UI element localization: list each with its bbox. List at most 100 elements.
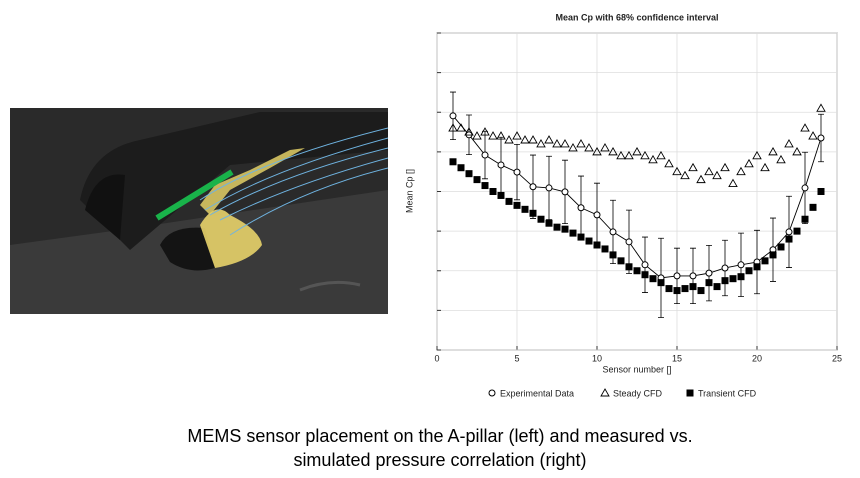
point: [686, 389, 694, 397]
point: [488, 389, 496, 397]
point: [760, 162, 770, 172]
point: [568, 143, 578, 152]
point: [745, 267, 753, 275]
point: [600, 388, 610, 397]
legend-item: Experimental Data: [488, 388, 574, 398]
point: [513, 201, 521, 209]
point: [768, 146, 778, 156]
point: [792, 146, 802, 156]
point: [737, 261, 745, 269]
point: [625, 263, 633, 271]
point: [544, 135, 554, 144]
caption: MEMS sensor placement on the A-pillar (l…: [187, 426, 692, 470]
point: [592, 146, 602, 156]
point: [552, 139, 562, 148]
x-tick-label: 25: [832, 353, 842, 363]
door-handle: [299, 280, 361, 292]
legend-label: Steady CFD: [613, 388, 663, 398]
point: [649, 275, 657, 283]
point: [737, 273, 745, 281]
point: [617, 257, 625, 265]
point: [608, 146, 618, 156]
point: [561, 225, 569, 233]
legend-label: Experimental Data: [500, 388, 574, 398]
point: [688, 162, 698, 172]
point: [793, 227, 801, 235]
point: [697, 287, 705, 295]
point: [449, 158, 457, 166]
point: [721, 277, 729, 285]
point: [800, 123, 810, 132]
point: [801, 184, 809, 192]
point: [689, 272, 697, 280]
point: [632, 146, 642, 156]
point: [729, 275, 737, 283]
point: [457, 164, 465, 172]
point: [529, 209, 537, 217]
point: [609, 228, 617, 236]
point: [585, 237, 593, 245]
point: [673, 272, 681, 280]
legend-item: Transient CFD: [686, 388, 757, 398]
point: [560, 139, 570, 148]
point: [505, 197, 513, 205]
point: [641, 271, 649, 279]
x-tick-label: 15: [672, 353, 682, 363]
flow-region: [200, 209, 262, 268]
point: [513, 168, 521, 176]
point: [640, 150, 650, 160]
caption-line: simulated pressure correlation (right): [293, 450, 586, 470]
chart-title: Mean Cp with 68% confidence interval: [555, 12, 718, 22]
y-axis-label: Mean Cp []: [404, 169, 414, 213]
point: [680, 170, 690, 180]
point: [601, 245, 609, 253]
point: [600, 143, 610, 152]
point: [744, 158, 754, 168]
point: [545, 219, 553, 227]
point: [624, 150, 634, 160]
point: [481, 182, 489, 190]
point: [817, 134, 825, 142]
point: [520, 135, 530, 144]
point: [456, 123, 466, 132]
point: [696, 174, 706, 184]
point: [561, 188, 569, 196]
point: [577, 204, 585, 212]
point: [488, 131, 498, 140]
point: [553, 223, 561, 231]
point: [504, 135, 514, 144]
point: [481, 151, 489, 159]
x-tick-label: 20: [752, 353, 762, 363]
caption-line: MEMS sensor placement on the A-pillar (l…: [187, 426, 692, 446]
point: [449, 112, 457, 120]
point: [704, 166, 714, 176]
point: [576, 139, 586, 148]
point: [593, 211, 601, 219]
x-tick-label: 10: [592, 353, 602, 363]
point: [705, 269, 713, 277]
point: [736, 166, 746, 176]
point: [769, 251, 777, 259]
point: [761, 257, 769, 265]
point: [528, 135, 538, 144]
point: [816, 103, 826, 112]
point: [664, 158, 674, 168]
point: [801, 215, 809, 223]
point: [569, 229, 577, 237]
point: [817, 188, 825, 195]
point: [577, 233, 585, 241]
point: [593, 241, 601, 249]
point: [809, 203, 817, 211]
point: [529, 183, 537, 191]
flow-strip: [200, 148, 305, 215]
point: [489, 188, 497, 195]
point: [616, 150, 626, 160]
point: [785, 235, 793, 243]
point: [472, 131, 482, 140]
point: [785, 228, 793, 236]
point: [496, 131, 506, 140]
point: [672, 166, 682, 176]
point: [584, 143, 594, 152]
point: [753, 263, 761, 271]
point: [673, 287, 681, 295]
